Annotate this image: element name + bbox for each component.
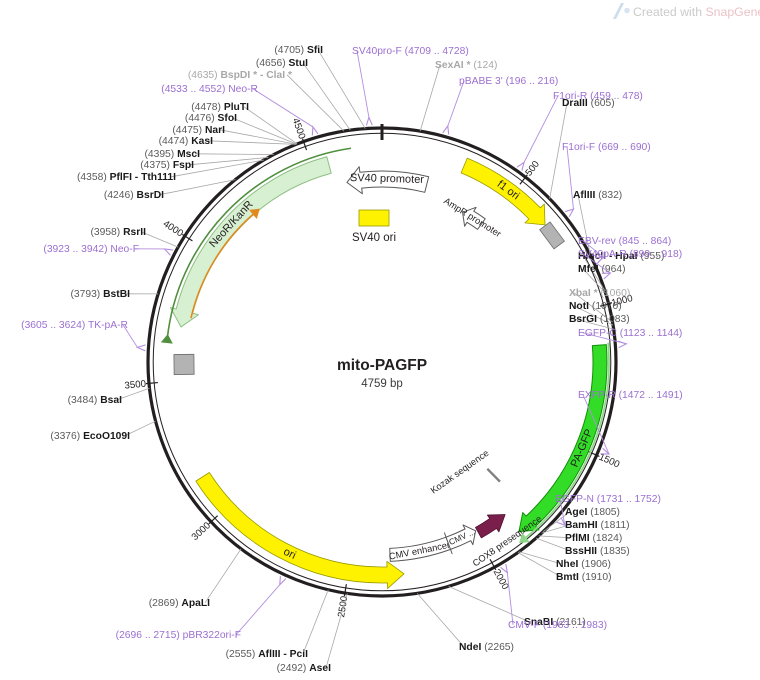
svg-text:SV40 promoter: SV40 promoter (350, 172, 425, 186)
svg-text:PflMI (1824): PflMI (1824) (565, 533, 622, 544)
svg-text:(4533 .. 4552) Neo-R: (4533 .. 4552) Neo-R (161, 84, 258, 95)
svg-text:EGFP-C (1123 .. 1144): EGFP-C (1123 .. 1144) (578, 328, 682, 339)
svg-text:(3605 .. 3624) TK-pA-R: (3605 .. 3624) TK-pA-R (21, 320, 128, 331)
svg-text:AflIII (832): AflIII (832) (573, 190, 622, 201)
svg-text:(4476) SfoI: (4476) SfoI (185, 113, 237, 124)
svg-text:(3376) EcoO109I: (3376) EcoO109I (50, 431, 130, 442)
svg-text:XbaI * (1060): XbaI * (1060) (569, 288, 630, 299)
svg-text:(3958) RsrII: (3958) RsrII (90, 227, 146, 238)
svg-text:(2696 .. 2715) pBR322ori-F: (2696 .. 2715) pBR322ori-F (116, 630, 241, 641)
svg-text:(3923 .. 3942) Neo-F: (3923 .. 3942) Neo-F (43, 244, 139, 255)
svg-text:(3793) BstBI: (3793) BstBI (70, 289, 130, 300)
svg-text:(4395) MscI: (4395) MscI (144, 149, 200, 160)
svg-text:pBABE 3' (196 .. 216): pBABE 3' (196 .. 216) (459, 76, 558, 87)
svg-text:BsrGI (1083): BsrGI (1083) (569, 314, 630, 325)
svg-text:EGFP-N (1731 .. 1752): EGFP-N (1731 .. 1752) (555, 494, 661, 505)
svg-text:(2555) AflIII - PciI: (2555) AflIII - PciI (226, 649, 309, 660)
svg-text:(4474) KasI: (4474) KasI (159, 136, 214, 147)
svg-text:(4358) PflFI - Tth111I: (4358) PflFI - Tth111I (77, 172, 176, 183)
svg-text:SV40 ori: SV40 ori (352, 232, 396, 244)
svg-text:(4478) PluTI: (4478) PluTI (191, 102, 249, 113)
svg-text:F1ori-F (669 .. 690): F1ori-F (669 .. 690) (562, 142, 651, 153)
svg-text:4759 bp: 4759 bp (361, 378, 403, 390)
svg-text:(3484) BsaI: (3484) BsaI (68, 395, 123, 406)
svg-text:SV40pro-F (4709 .. 4728): SV40pro-F (4709 .. 4728) (352, 46, 469, 57)
svg-text:AgeI (1805): AgeI (1805) (565, 507, 620, 518)
svg-text:(2869) ApaLI: (2869) ApaLI (149, 598, 210, 609)
svg-text:EXFP-R (1472 .. 1491): EXFP-R (1472 .. 1491) (578, 390, 683, 401)
svg-text:(4705) SfiI: (4705) SfiI (274, 45, 323, 56)
svg-text:(4246) BsrDI: (4246) BsrDI (104, 190, 164, 201)
svg-text:(4375) FspI: (4375) FspI (140, 160, 194, 171)
svg-text:SexAI * (124): SexAI * (124) (435, 60, 497, 71)
svg-text:EBV-rev (845 .. 864): EBV-rev (845 .. 864) (578, 236, 671, 247)
svg-text:mito-PAGFP: mito-PAGFP (337, 357, 427, 374)
svg-text:SV40pA-R (899 .. 918): SV40pA-R (899 .. 918) (578, 249, 682, 260)
svg-text:BamHI (1811): BamHI (1811) (565, 520, 630, 531)
svg-text:BssHII (1835): BssHII (1835) (565, 546, 630, 557)
svg-text:NotI (1070): NotI (1070) (569, 301, 622, 312)
svg-text:(4475) NarI: (4475) NarI (172, 125, 225, 136)
svg-text:(2492) AseI: (2492) AseI (277, 663, 332, 674)
svg-text:F1ori-R (459 .. 478): F1ori-R (459 .. 478) (553, 91, 643, 102)
svg-text:(4656) StuI: (4656) StuI (256, 58, 308, 69)
svg-text:Created with SnapGene®: Created with SnapGene® (633, 4, 760, 19)
svg-text:NheI (1906): NheI (1906) (556, 559, 611, 570)
svg-text:BmtI (1910): BmtI (1910) (556, 572, 612, 583)
svg-text:3500: 3500 (124, 379, 147, 392)
svg-text:CMV-F (1963 .. 1983): CMV-F (1963 .. 1983) (508, 620, 607, 631)
svg-text:(4635) BspDI * - ClaI *: (4635) BspDI * - ClaI * (188, 70, 292, 81)
svg-text:NdeI (2265): NdeI (2265) (459, 642, 514, 653)
